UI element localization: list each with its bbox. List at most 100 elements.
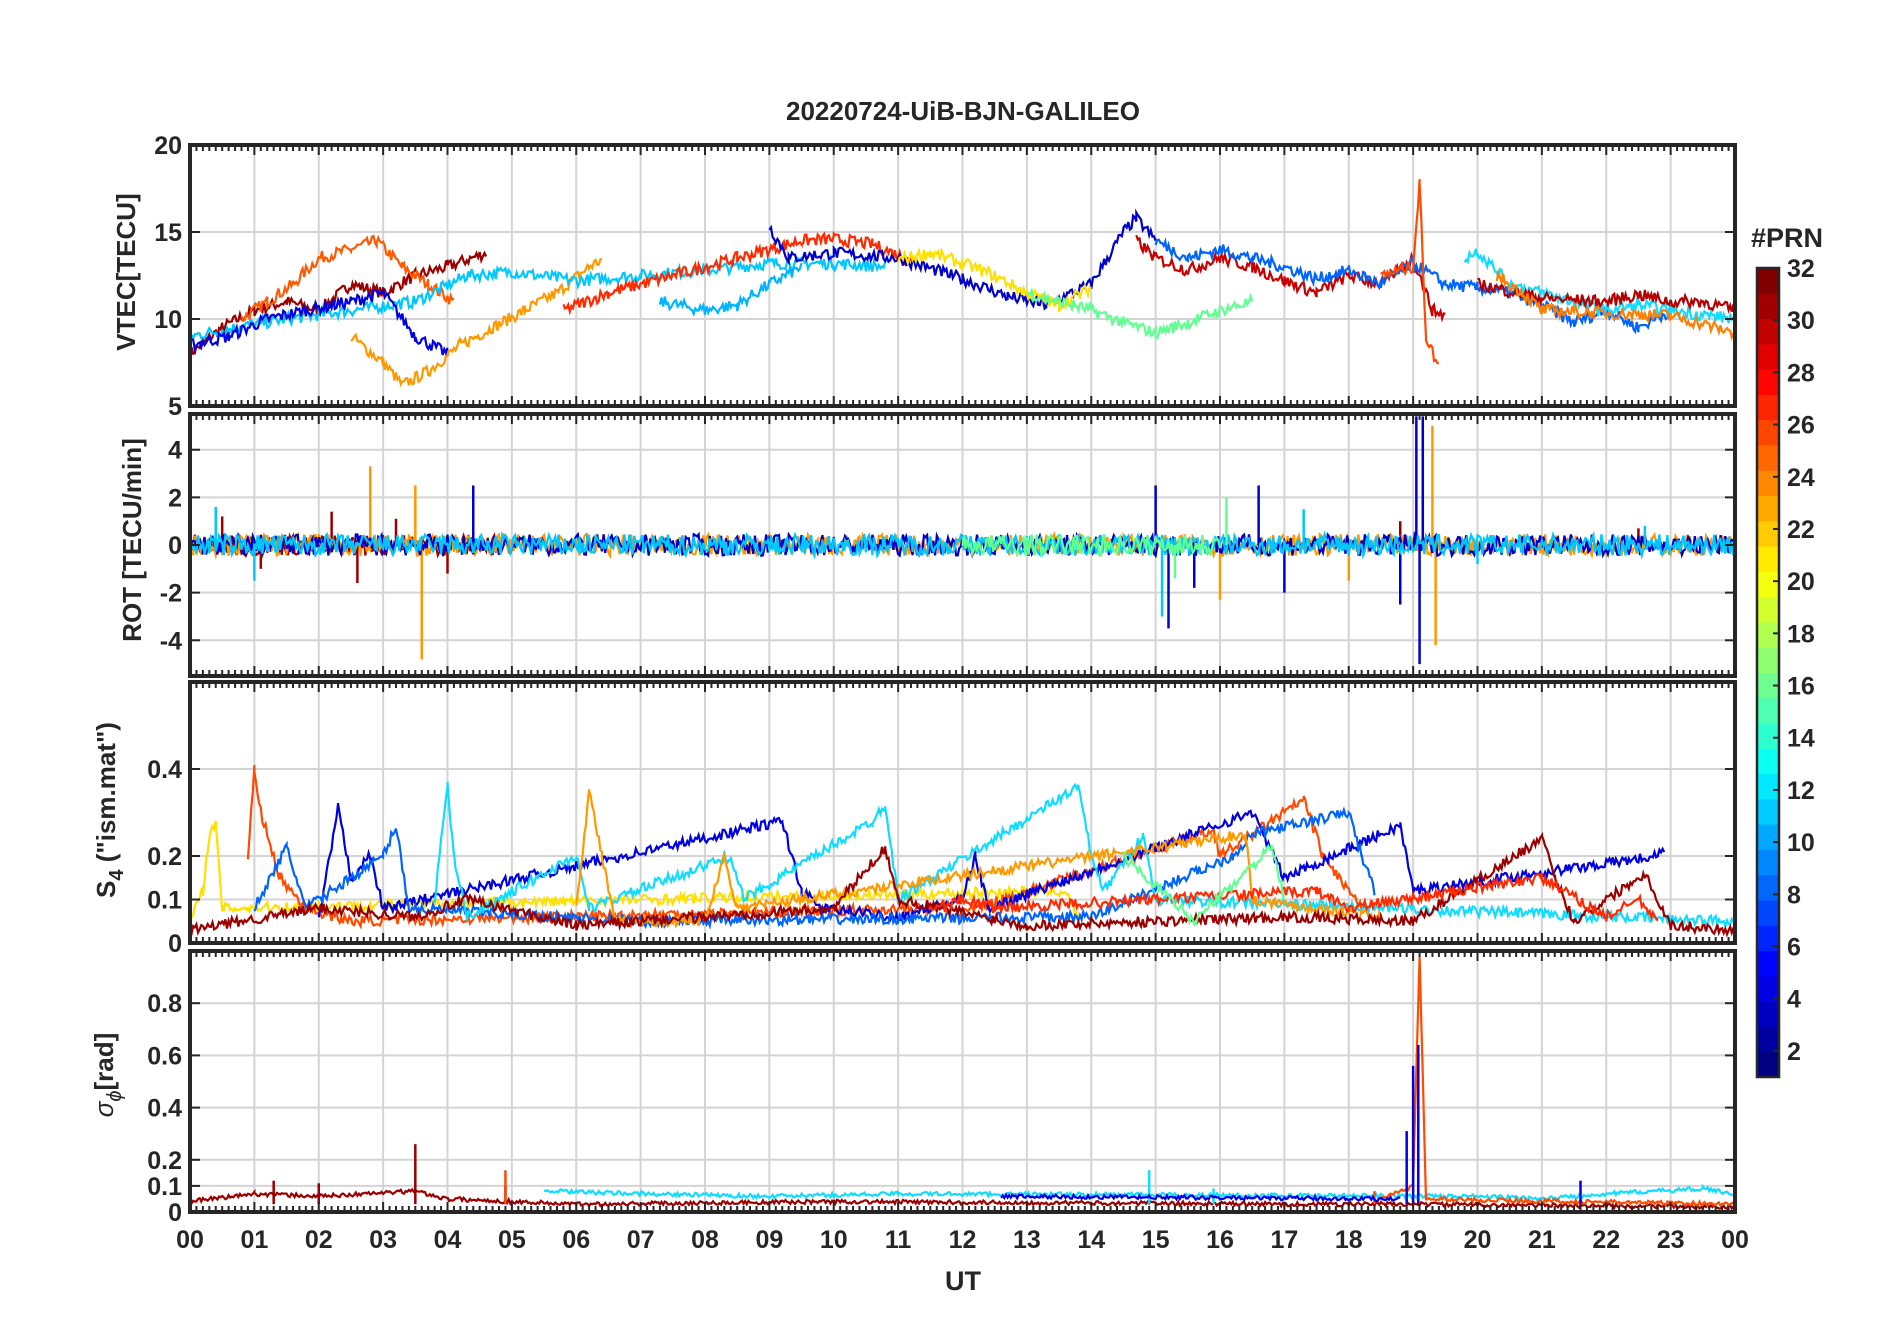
x-tick-label: 06 [562, 1226, 590, 1254]
series-line-prn-3 [768, 208, 1157, 311]
y-tick-label: 0.2 [147, 843, 182, 871]
series-line-prn-27 [929, 872, 1659, 922]
y-tick-label: -4 [160, 627, 182, 655]
series-line-prn-16 [961, 532, 1222, 559]
colorbar-tick-label: 24 [1787, 464, 1815, 492]
x-tick-label: 18 [1335, 1226, 1363, 1254]
colorbar-segment [1757, 546, 1779, 572]
colorbar-segment [1757, 697, 1779, 724]
series-line-prn-24 [240, 234, 455, 323]
colorbar-tick-label: 12 [1787, 777, 1815, 805]
x-tick-label: 17 [1270, 1226, 1298, 1254]
colorbar-segment [1757, 925, 1779, 952]
y-tick-label: 20 [154, 132, 182, 160]
colorbar-tick-label: 28 [1787, 359, 1815, 387]
colorbar-segment [1757, 293, 1779, 320]
colorbar-segment [1757, 268, 1779, 294]
colorbar-tick-label: 32 [1787, 255, 1815, 283]
colorbar-segment [1757, 723, 1779, 749]
series-line-prn-20 [190, 820, 1080, 923]
y-axis-label-sigma-phi: σϕ[rad] [89, 1033, 126, 1118]
series-line-prn-27 [562, 230, 918, 316]
colorbar-tick-label: 10 [1787, 829, 1815, 857]
x-tick-label: 21 [1528, 1226, 1556, 1254]
colorbar-segment [1757, 773, 1779, 800]
series-line-prn-4 [1000, 1192, 1401, 1203]
x-tick-label: 19 [1399, 1226, 1427, 1254]
colorbar-segment [1757, 647, 1779, 673]
x-tick-label: 23 [1657, 1226, 1685, 1254]
series-line-prn-9 [253, 806, 1376, 930]
y-tick-label: 4 [168, 437, 182, 465]
x-tick-label: 02 [305, 1226, 333, 1254]
colorbar-segment [1757, 470, 1779, 497]
y-tick-label: 0.4 [147, 756, 182, 784]
series-line-prn-30 [190, 1187, 1735, 1211]
colorbar-tick-label: 2 [1787, 1038, 1801, 1066]
y-tick-label: 0.2 [147, 1147, 182, 1175]
colorbar-segment [1757, 343, 1779, 370]
x-tick-label: 09 [755, 1226, 783, 1254]
colorbar-segment [1757, 672, 1779, 699]
y-tick-label: 15 [154, 219, 182, 247]
colorbar-segment [1757, 571, 1779, 598]
colorbar-segment [1757, 369, 1779, 395]
colorbar-tick-label: 18 [1787, 620, 1815, 648]
colorbar-tick-label: 30 [1787, 307, 1815, 335]
series-line-prn-20 [897, 246, 1093, 313]
colorbar-segment [1757, 975, 1779, 1002]
colorbar-segment [1757, 798, 1779, 825]
x-tick-label: 16 [1206, 1226, 1234, 1254]
x-tick-label: 00 [1721, 1226, 1749, 1254]
colorbar-segment [1757, 748, 1779, 775]
x-tick-label: 03 [369, 1226, 397, 1254]
panel-sigma-phi: 00.10.2 0.4 0.6 0.8 [147, 949, 1737, 1227]
colorbar-segment [1757, 495, 1779, 522]
y-axis-label-rot: ROT [TECU/min] [117, 438, 147, 642]
y-axis-label-vtec: VTEC[TECU] [111, 193, 141, 350]
panel-rot: -4 -2 0 2 4 [160, 412, 1737, 678]
series-line-prn-22 [350, 257, 603, 388]
colorbar-segment [1757, 394, 1779, 421]
y-tick-label: -2 [160, 580, 182, 608]
y-tick-label: 0 [168, 1199, 182, 1227]
figure-title: 20220724-UiB-BJN-GALILEO [786, 96, 1140, 126]
y-tick-label: 0.6 [147, 1042, 182, 1070]
y-tick-label: 0.4 [147, 1095, 182, 1123]
x-tick-label: 08 [691, 1226, 719, 1254]
colorbar-segment [1757, 596, 1779, 623]
colorbar-segment [1757, 444, 1779, 471]
y-tick-label: 0 [168, 930, 182, 958]
x-tick-label: 14 [1077, 1226, 1105, 1254]
x-tick-label: 11 [885, 1226, 912, 1254]
x-tick-label: 10 [820, 1226, 848, 1254]
colorbar-tick-label: 20 [1787, 568, 1815, 596]
colorbar-segment [1757, 849, 1779, 876]
series-line-prn-13 [433, 781, 1735, 930]
x-tick-label: 04 [434, 1226, 462, 1254]
series-line-prn-16 [1122, 843, 1286, 927]
series-line-prn-30 [190, 831, 1735, 938]
colorbar-segment [1757, 318, 1779, 345]
colorbar-segment [1757, 419, 1779, 446]
colorbar-tick-label: 8 [1787, 881, 1801, 909]
x-tick-label: 12 [949, 1226, 977, 1254]
y-tick-label: 5 [168, 393, 182, 421]
colorbar-segment [1757, 520, 1779, 547]
y-tick-label: 0.8 [147, 990, 182, 1018]
series-line-prn-23 [1495, 269, 1735, 341]
x-tick-label: 15 [1142, 1226, 1170, 1254]
colorbar-segment [1757, 824, 1779, 850]
colorbar-tick-label: 14 [1787, 725, 1815, 753]
colorbar-segment [1757, 900, 1779, 926]
y-tick-label: 10 [154, 306, 182, 334]
colorbar-tick-label: 16 [1787, 673, 1815, 701]
x-tick-label: 00 [176, 1226, 204, 1254]
series-line-prn-11 [658, 262, 803, 317]
series-line-prn-25 [1379, 956, 1735, 1208]
colorbar-tick-label: 6 [1787, 934, 1801, 962]
colorbar-label: #PRN [1751, 223, 1823, 253]
series-line-prn-25 [1380, 179, 1440, 365]
